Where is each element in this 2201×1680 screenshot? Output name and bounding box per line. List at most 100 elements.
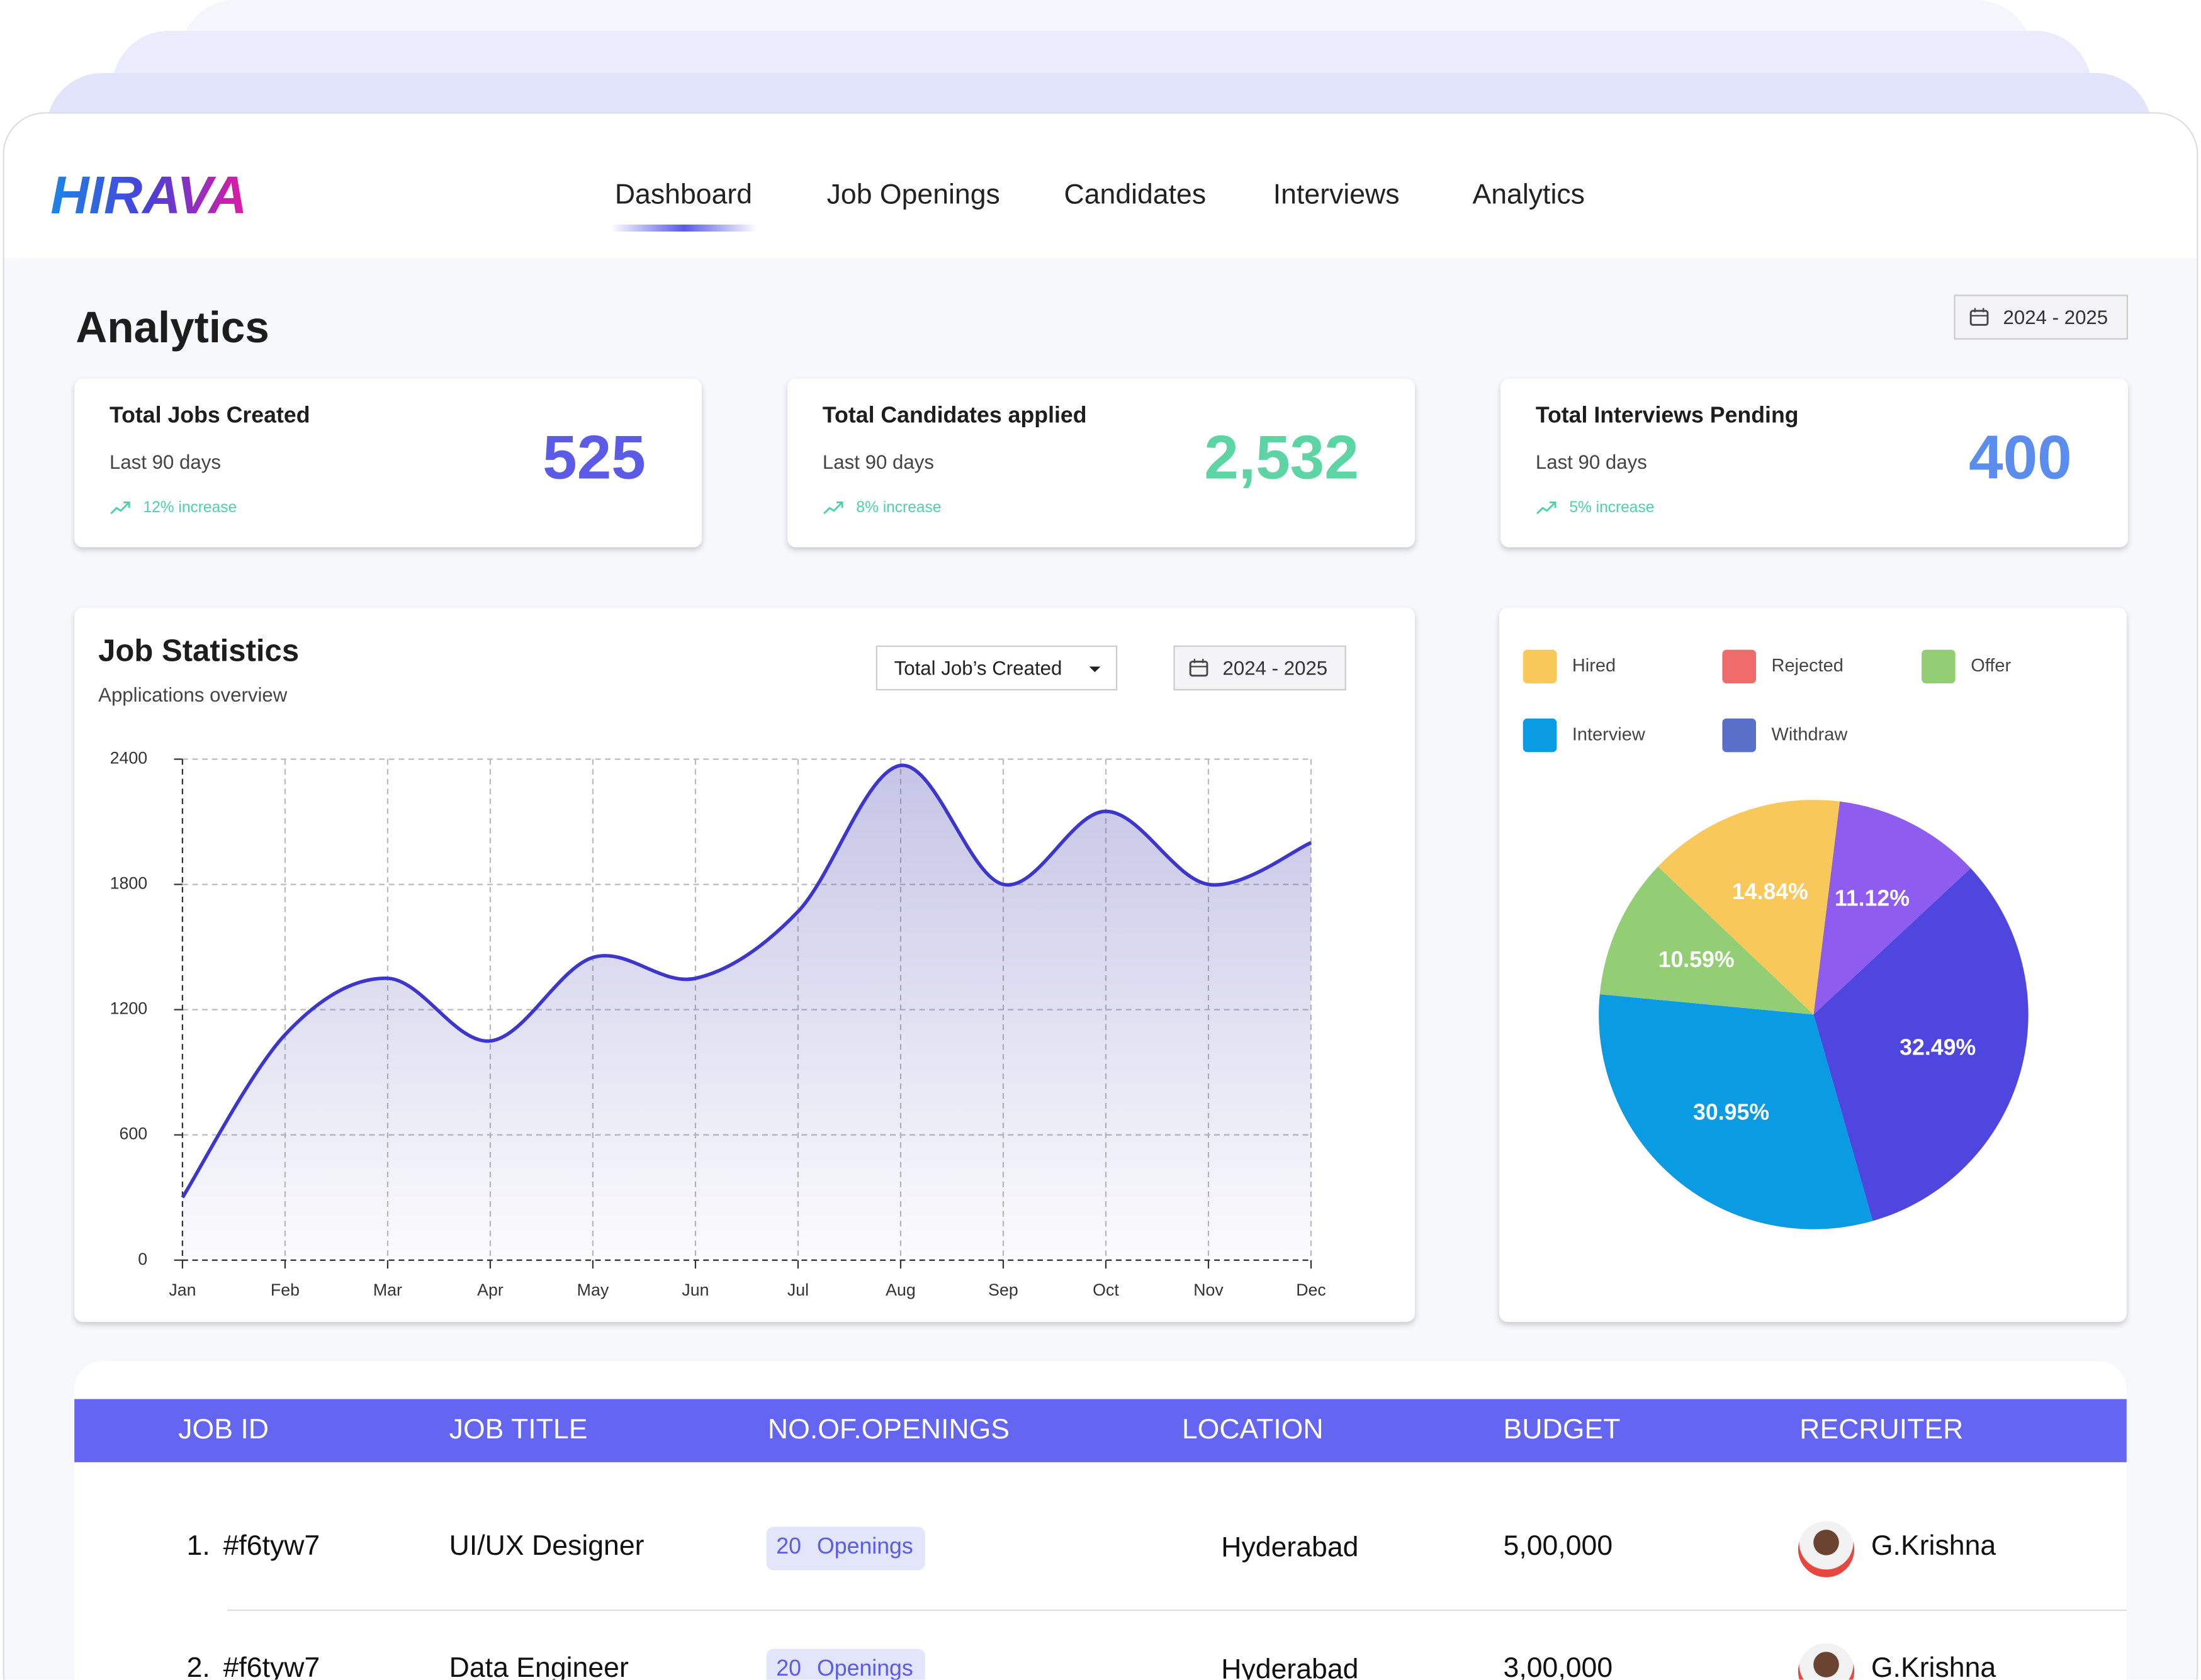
- budget: 3,00,000: [1503, 1653, 1613, 1680]
- filter-text: Total Job’s Created: [894, 656, 1062, 680]
- date-picker[interactable]: 2024 - 2025: [1954, 294, 2128, 340]
- location: Hyderabad: [1221, 1532, 1359, 1564]
- x-tick-label: Sep: [988, 1280, 1018, 1299]
- logo: HIRAVA: [50, 165, 247, 225]
- legend-swatch: [1722, 649, 1756, 684]
- openings-unit: Openings: [816, 1657, 913, 1680]
- legend-swatch: [1922, 649, 1956, 684]
- y-tick-label: 2400: [110, 749, 148, 768]
- calendar-icon: [1969, 308, 1989, 326]
- legend-label: Hired: [1572, 656, 1616, 676]
- date-picker[interactable]: 2024 - 2025: [1173, 645, 1346, 691]
- calendar-icon: [1189, 659, 1208, 677]
- stat-card: Total Jobs Created Last 90 days 12% increa…: [74, 379, 702, 547]
- recruiter: G.Krishna: [1871, 1531, 1996, 1562]
- x-tick-label: Nov: [1193, 1280, 1224, 1299]
- nav-item[interactable]: Job Openings: [826, 179, 1000, 211]
- stat-card: Total Interviews Pending Last 90 days 5% i…: [1500, 379, 2128, 547]
- column-header: NO.OF.OPENINGS: [767, 1414, 1010, 1446]
- y-tick-label: 1800: [110, 874, 148, 893]
- pie-slice: [1813, 868, 2029, 1221]
- slice-label: 10.59%: [1658, 947, 1735, 972]
- area: [182, 765, 1312, 1260]
- x-tick-label: Jul: [787, 1280, 809, 1299]
- stat-change: 12% increase: [143, 499, 237, 517]
- nav-item[interactable]: Interviews: [1273, 179, 1400, 211]
- slice-label: 14.84%: [1732, 879, 1808, 904]
- caret: [1089, 666, 1101, 673]
- x-tick-label: Jan: [169, 1280, 196, 1299]
- stat-value: 400: [1969, 423, 2072, 493]
- x-tick-label: May: [577, 1280, 609, 1299]
- stat-title: Total Interviews Pending: [1535, 404, 1799, 428]
- y-tick-label: 0: [138, 1250, 147, 1268]
- pie-slice: [1599, 994, 1873, 1229]
- legend-swatch: [1523, 718, 1557, 753]
- avatar: [1798, 1521, 1855, 1577]
- job-statistics-card: Job Statistics Applications overview Tot…: [74, 607, 1416, 1322]
- legend-label: Interview: [1572, 724, 1645, 744]
- nav-item[interactable]: Dashboard: [614, 179, 753, 211]
- stat-card: Total Candidates applied Last 90 days 8% i…: [787, 379, 1416, 547]
- stat-title: Total Candidates applied: [822, 404, 1087, 428]
- x-tick-label: Jun: [682, 1280, 709, 1299]
- date-text: 2024 - 2025: [1222, 656, 1328, 680]
- line: [181, 763, 1312, 1199]
- logo-text: HIRAVA: [50, 165, 247, 225]
- row-index: 1.: [186, 1531, 210, 1562]
- legend-label: Offer: [1971, 656, 2011, 676]
- location: Hyderabad: [1221, 1654, 1359, 1680]
- legend-label: Rejected: [1772, 656, 1844, 676]
- recruiter: G.Krishna: [1871, 1653, 1996, 1680]
- x-tick-label: Oct: [1093, 1280, 1119, 1299]
- trend-icon: [823, 501, 843, 515]
- card-title: Job Statistics: [98, 632, 300, 668]
- card-subtitle: Applications overview: [98, 683, 288, 706]
- active-underline: [611, 224, 757, 232]
- slice-label: 32.49%: [1900, 1035, 1976, 1060]
- legend-swatch: [1523, 649, 1557, 684]
- stat-change: 5% increase: [1569, 499, 1655, 517]
- y-tick-label: 1200: [110, 999, 148, 1018]
- column-header: BUDGET: [1503, 1414, 1621, 1446]
- pie-slice: [1658, 800, 1840, 1015]
- column-header: JOB TITLE: [449, 1414, 588, 1446]
- openings-unit: Openings: [816, 1535, 913, 1559]
- stat-period: Last 90 days: [109, 450, 222, 473]
- row-divider: [227, 1610, 2127, 1611]
- stat-value: 2,532: [1204, 423, 1359, 493]
- openings-pill: 20 Openings: [766, 1649, 925, 1680]
- budget: 5,00,000: [1503, 1531, 1613, 1562]
- table-card: [74, 1361, 2127, 1680]
- stat-period: Last 90 days: [1535, 450, 1647, 473]
- column-header: RECRUITER: [1799, 1414, 1964, 1446]
- openings-count: 20: [776, 1535, 801, 1559]
- job-title: Data Engineer: [449, 1653, 629, 1680]
- openings-pill: 20 Openings: [766, 1526, 925, 1571]
- column-header: JOB ID: [178, 1414, 269, 1446]
- openings-count: 20: [776, 1657, 801, 1680]
- page-title: Analytics: [76, 303, 269, 352]
- status-card: Hired Rejected Offer Interview Withdraw 11.12…: [1499, 607, 2127, 1322]
- x-tick-label: Apr: [477, 1280, 504, 1299]
- filter-dropdown[interactable]: Total Job’s Created: [875, 645, 1118, 691]
- slice-label: 30.95%: [1693, 1099, 1769, 1124]
- stat-change: 8% increase: [856, 499, 942, 517]
- table-header: [74, 1399, 2127, 1462]
- job-id: #f6tyw7: [223, 1653, 320, 1680]
- line-chart: 0 600 1200 1800 2400 Jan Feb Mar Apr May Jun Jul Aug…: [110, 749, 1326, 1299]
- slice-label: 11.12%: [1835, 885, 1910, 910]
- trend-icon: [110, 501, 130, 515]
- x-tick-label: Aug: [886, 1280, 916, 1299]
- pie-slice: [1813, 801, 1971, 1015]
- x-tick-label: Dec: [1296, 1280, 1326, 1299]
- nav-item[interactable]: Candidates: [1064, 179, 1207, 211]
- nav-item[interactable]: Analytics: [1472, 179, 1585, 211]
- trend-icon: [1536, 501, 1556, 515]
- job-title: UI/UX Designer: [449, 1531, 645, 1562]
- x-tick-label: Feb: [271, 1280, 300, 1299]
- pie-chart: Hired Rejected Offer Interview Withdraw 11.12…: [1523, 649, 2029, 1229]
- row-index: 2.: [186, 1653, 210, 1680]
- pie-slice: [1599, 866, 1814, 1015]
